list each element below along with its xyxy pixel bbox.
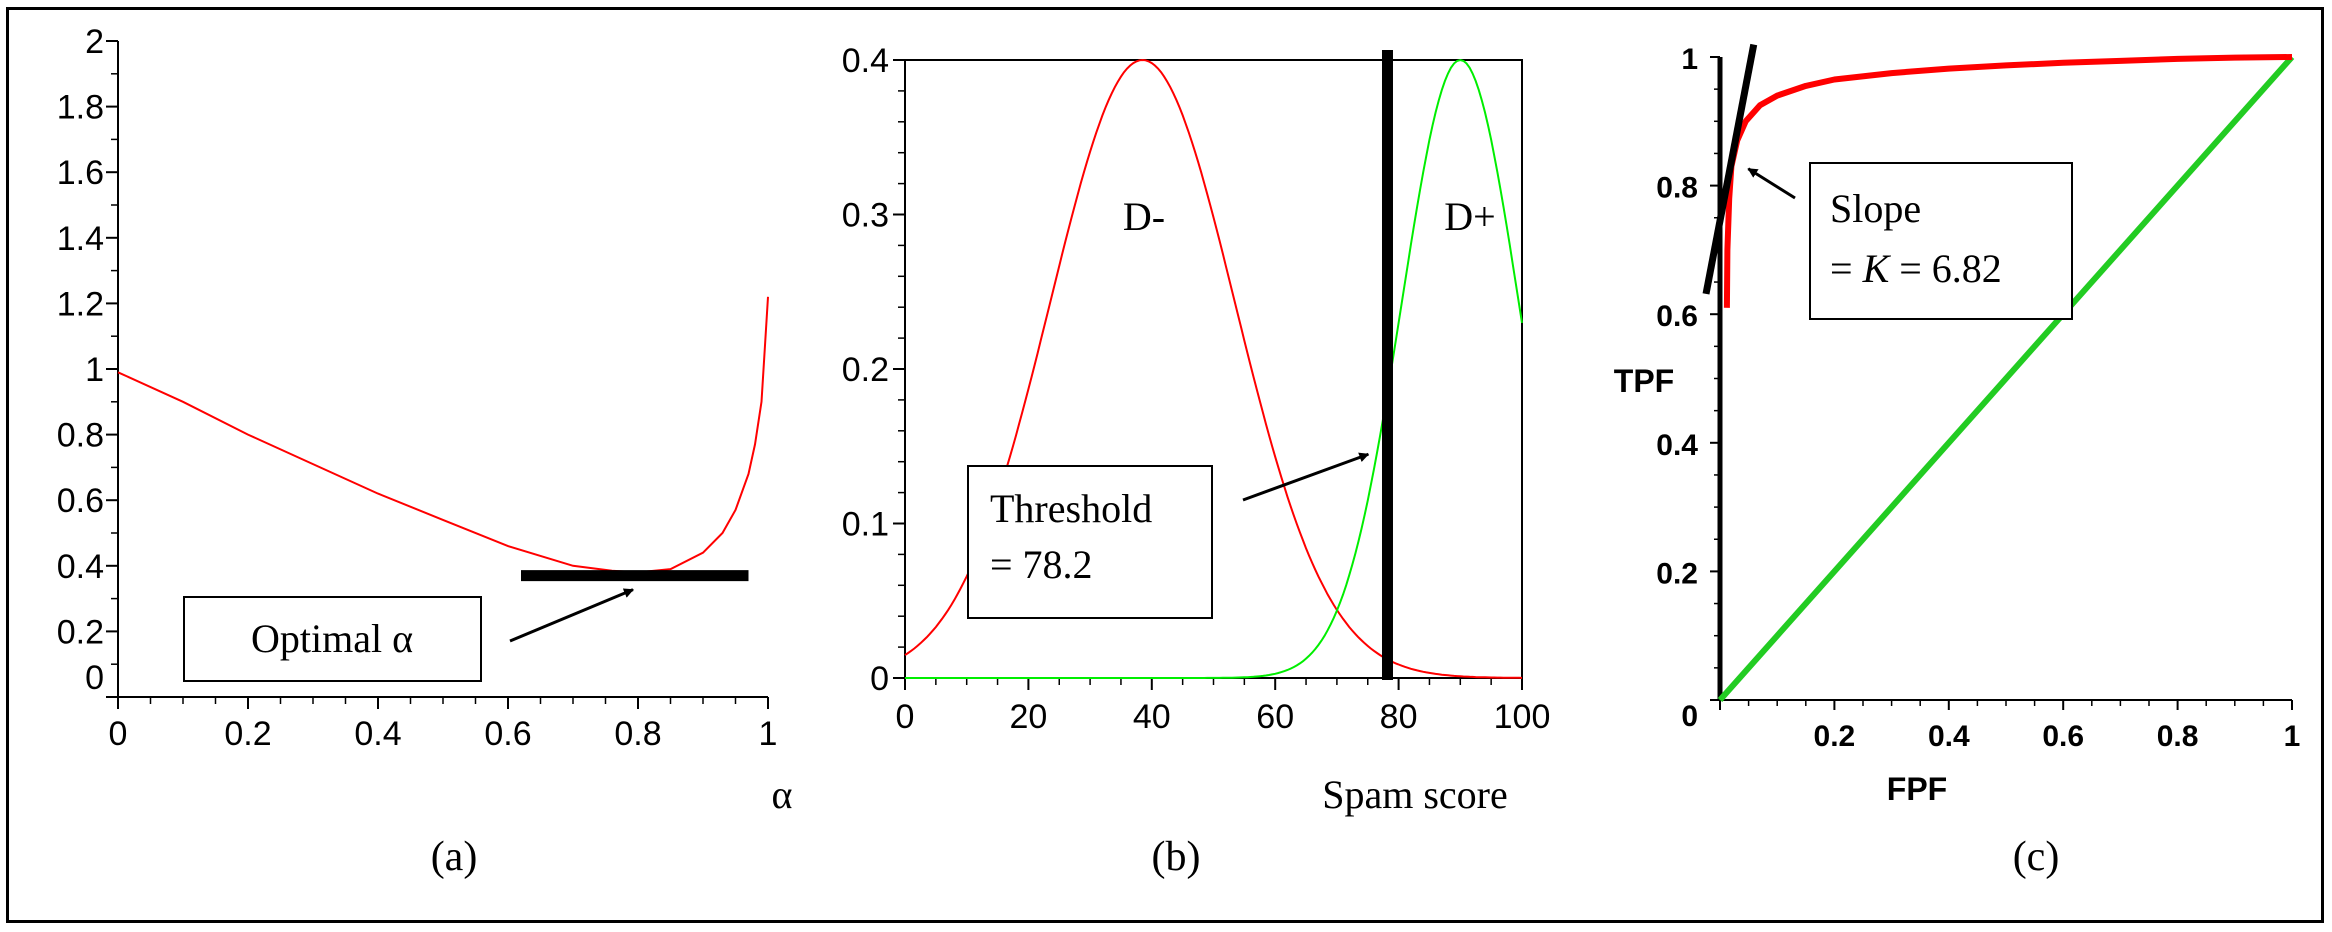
density-curve-d-minus (904, 58, 1523, 679)
y-tick-label: 0.4 (57, 548, 104, 586)
x-tick-label: 0.8 (2157, 720, 2199, 753)
x-tick-label: 40 (1133, 698, 1171, 736)
y-tick-label: 0.2 (842, 351, 889, 389)
slope-label-box (1809, 162, 2073, 320)
slope-label-line2: = K = 6.82 (1830, 246, 2002, 291)
y-tick-label: 0.8 (1656, 172, 1698, 205)
x-tick-label: 80 (1380, 698, 1418, 736)
panel-a: 0 0.2 0.4 0.6 0.8 1 1.2 1.4 1.6 1.8 2 0 0.2 0.4 0.6 0.8… (57, 23, 793, 880)
threshold-arrow (1242, 452, 1370, 502)
caption-c: (c) (2013, 834, 2060, 880)
y-tick-label: 1.2 (57, 285, 104, 323)
slope-eq-prefix: = (1830, 246, 1863, 291)
x-tick-label: 1 (2284, 720, 2301, 753)
y-axis-label: TPF (1614, 363, 1674, 399)
x-tick-label: 60 (1256, 698, 1294, 736)
x-tick-label: 0.2 (224, 715, 271, 753)
x-tick-label: 1 (759, 715, 778, 753)
x-axis-label: Spam score (1322, 772, 1508, 817)
series-label-d-minus: D- (1123, 194, 1165, 239)
y-tick-label: 1.4 (57, 220, 104, 258)
x-tick-label: 0.8 (614, 715, 661, 753)
optimal-arrow (509, 588, 634, 643)
optimal-label-box (183, 596, 482, 682)
y-tick-label: 0.6 (1656, 300, 1698, 333)
threshold-label-line2: = 78.2 (990, 542, 1093, 587)
y-tick-label: 0.4 (842, 42, 889, 80)
x-tick-label: 0.4 (354, 715, 401, 753)
slope-label-line1: Slope (1830, 186, 1921, 231)
x-axis-label: FPF (1887, 771, 1947, 807)
y-tick-label: 0 (1681, 700, 1698, 733)
y-tick-label: 0.1 (842, 506, 889, 544)
y-tick-label: 0.4 (1656, 429, 1698, 462)
y-tick-label: 1.8 (57, 89, 104, 127)
x-tick-label: 100 (1494, 698, 1551, 736)
slope-arrow (1747, 167, 1796, 200)
y-tick-label: 0.6 (57, 482, 104, 520)
x-axis-label: α (772, 772, 793, 817)
x-tick-label: 0.6 (484, 715, 531, 753)
x-tick-label: 0.4 (1928, 720, 1970, 753)
y-tick-label: 0.2 (57, 613, 104, 651)
y-tick-label: 0 (870, 660, 889, 698)
y-tick-label: 0.8 (57, 417, 104, 455)
tangent-line (1702, 43, 1758, 295)
x-tick-label: 0 (109, 715, 128, 753)
slope-eq-value: = 6.82 (1889, 246, 2002, 291)
caption-a: (a) (431, 834, 478, 880)
series-label-d-plus: D+ (1444, 194, 1495, 239)
threshold-label-box (967, 465, 1213, 619)
slope-k-symbol: K (1862, 246, 1892, 291)
y-tick-label: 0 (85, 659, 104, 697)
y-tick-label: 2 (85, 23, 104, 61)
optimal-label: Optimal α (251, 616, 413, 661)
y-tick-label: 1 (1681, 43, 1698, 76)
x-tick-label: 0.6 (2042, 720, 2084, 753)
threshold-label-line1: Threshold (990, 486, 1152, 531)
chance-line (1717, 55, 2295, 702)
panel-c: 0 0.2 0.4 0.6 0.8 1 0.2 0.4 0.6 0.8 1 FPF TPF Slope = … (1614, 43, 2301, 880)
y-tick-label: 1.6 (57, 154, 104, 192)
loss-curve (117, 296, 769, 574)
y-tick-label: 1 (85, 351, 104, 389)
x-tick-label: 20 (1009, 698, 1047, 736)
density-curve-d-plus (905, 58, 1523, 679)
x-tick-label: 0.2 (1814, 720, 1856, 753)
panel-b: 0 0.1 0.2 0.3 0.4 0 20 40 60 80 100 Spam score D- D+ T… (842, 42, 1551, 880)
y-tick-label: 0.2 (1656, 557, 1698, 590)
figure-frame (6, 7, 2324, 923)
y-tick-label: 0.3 (842, 197, 889, 235)
caption-b: (b) (1152, 834, 1201, 880)
x-tick-label: 0 (896, 698, 915, 736)
